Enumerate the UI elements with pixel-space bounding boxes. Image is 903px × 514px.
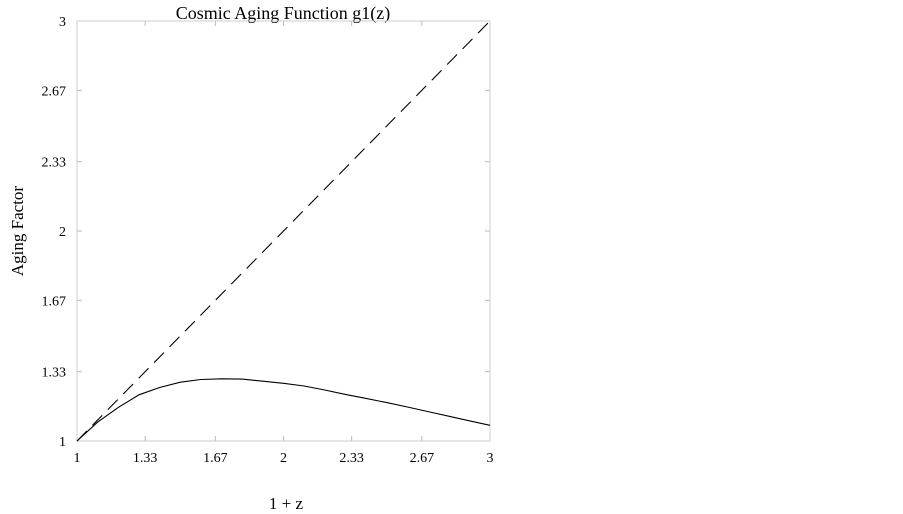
- x-tick-label: 1.33: [133, 451, 158, 466]
- y-axis-title: Aging Factor: [8, 186, 27, 277]
- y-tick-label: 3: [59, 15, 66, 30]
- y-tick-label: 2.33: [42, 156, 67, 171]
- solid-curve-series: [76, 378, 491, 442]
- chart-title: Cosmic Aging Function g1(z): [176, 3, 391, 24]
- x-tick-label: 1: [74, 451, 81, 466]
- x-axis-title: 1 + z: [269, 494, 304, 513]
- plot-frame: [76, 20, 491, 442]
- y-tick-label: 2: [59, 225, 66, 240]
- y-tick-label: 1.67: [42, 294, 67, 309]
- x-tick-label: 2: [280, 451, 287, 466]
- y-tick-label: 2.67: [42, 84, 67, 99]
- dashed-line-series: [76, 20, 491, 442]
- x-tick-label: 3: [487, 451, 494, 466]
- x-tick-label: 2.67: [410, 451, 435, 466]
- x-tick-label: 2.33: [339, 451, 364, 466]
- y-tick-label: 1: [59, 435, 66, 450]
- series-layer: [76, 20, 491, 442]
- ticks-layer: 1 1.33 1.67 2 2.33 2.67 3 1 1.33 1.67 2 2.33 2.67 3: [42, 15, 494, 466]
- x-tick-label: 1.67: [203, 451, 228, 466]
- y-tick-label: 1.33: [42, 366, 67, 381]
